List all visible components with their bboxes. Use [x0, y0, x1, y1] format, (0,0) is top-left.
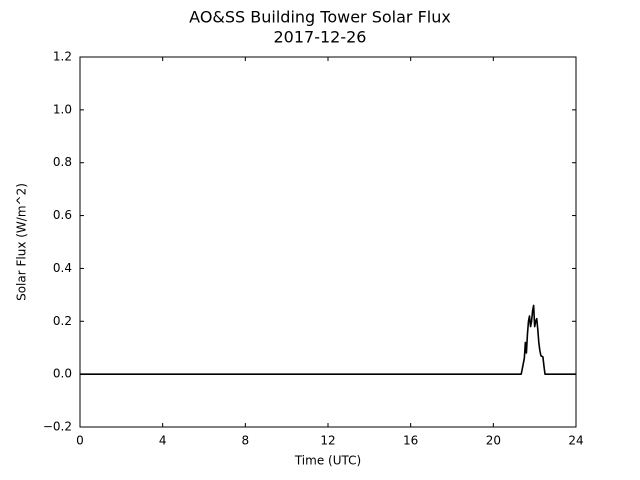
line-series: [80, 304, 576, 375]
y-tick-label: −0.2: [43, 420, 72, 434]
x-tick-label: 24: [568, 434, 583, 448]
y-tick-label: 0.0: [53, 367, 72, 381]
y-tick-label: 0.8: [53, 155, 72, 169]
x-tick-label: 8: [242, 434, 250, 448]
x-tick-label: 12: [320, 434, 335, 448]
y-tick-label: 1.0: [53, 102, 72, 116]
x-tick-label: 0: [76, 434, 84, 448]
y-tick-label: 0.6: [53, 208, 72, 222]
x-tick-label: 4: [159, 434, 167, 448]
y-tick-label: 0.2: [53, 314, 72, 328]
chart-title: AO&SS Building Tower Solar Flux: [189, 8, 451, 27]
y-tick-label: 1.2: [53, 50, 72, 64]
x-axis-label: Time (UTC): [294, 454, 361, 468]
chart-subtitle: 2017-12-26: [274, 28, 367, 47]
y-axis-label: Solar Flux (W/m^2): [15, 183, 29, 301]
y-tick-label: 0.4: [53, 261, 72, 275]
x-tick-label: 20: [486, 434, 501, 448]
x-tick-label: 16: [403, 434, 418, 448]
plot-frame: [79, 56, 577, 428]
